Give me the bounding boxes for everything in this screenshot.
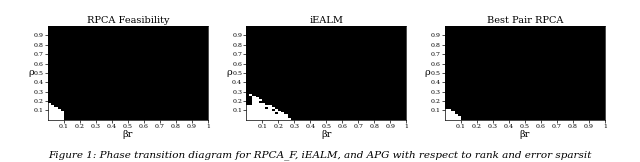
Y-axis label: ρ: ρ <box>227 68 232 77</box>
Title: RPCA Feasibility: RPCA Feasibility <box>87 16 169 25</box>
X-axis label: βr: βr <box>520 130 530 139</box>
X-axis label: βr: βr <box>123 130 133 139</box>
Text: Figure 1: Phase transition diagram for RPCA_F, iEALM, and APG with respect to ra: Figure 1: Phase transition diagram for R… <box>48 151 592 160</box>
Y-axis label: ρ: ρ <box>28 68 34 77</box>
Title: Best Pair RPCA: Best Pair RPCA <box>486 16 563 25</box>
Y-axis label: ρ: ρ <box>425 68 431 77</box>
X-axis label: βr: βr <box>321 130 332 139</box>
Title: iEALM: iEALM <box>309 16 344 25</box>
